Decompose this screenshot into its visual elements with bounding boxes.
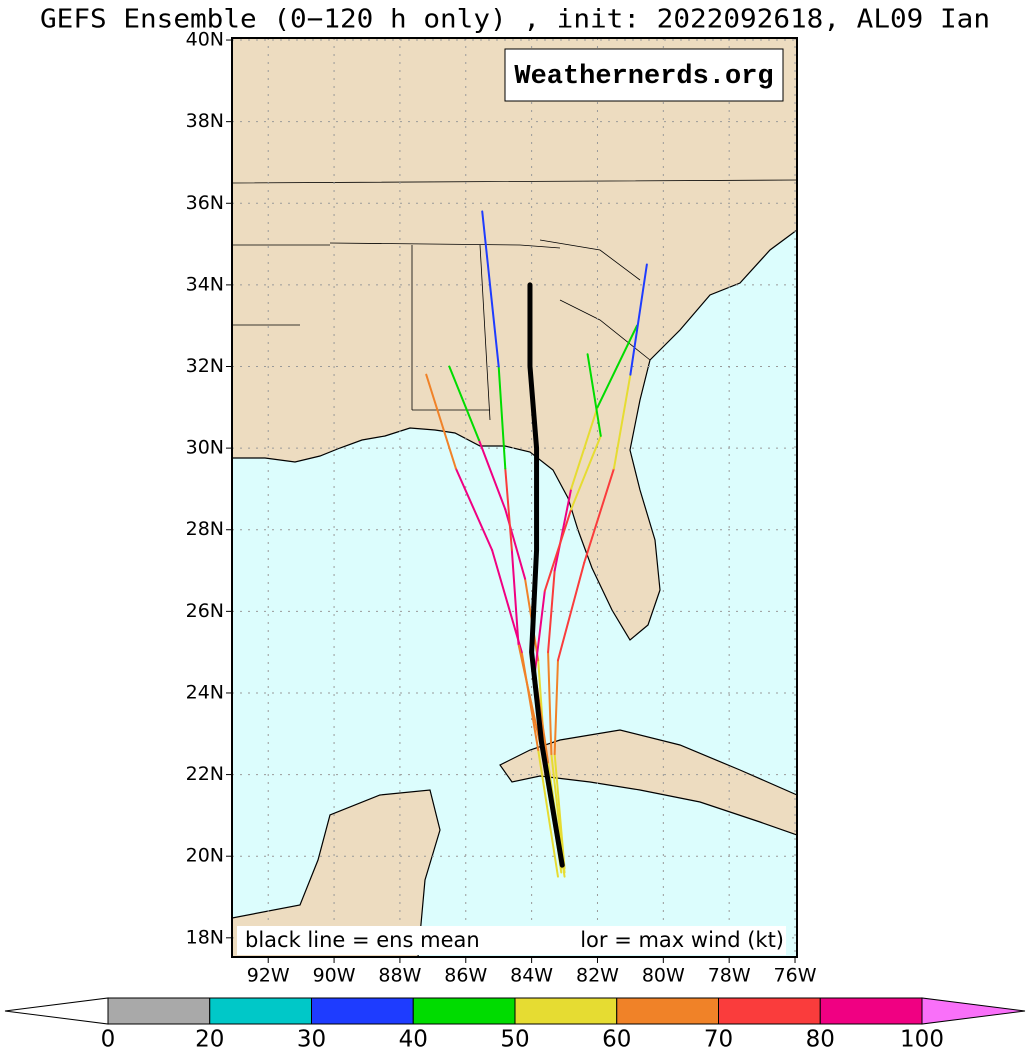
legend-text: lor = max wind (kt) [580,928,784,952]
x-tick-label: 78W [708,965,751,987]
y-tick-label: 26N [186,600,224,622]
colorbar-label: 50 [500,1027,529,1053]
watermark: Weathernerds.org [514,62,773,92]
y-tick-label: 24N [186,681,224,703]
x-tick-label: 88W [378,965,421,987]
member-track-segment [481,210,500,368]
colorbar-label: 70 [704,1027,733,1053]
member-track-segment [570,406,599,490]
member-track-segment [556,561,586,662]
y-tick-label: 36N [186,192,224,214]
member-track-segment [517,643,543,752]
colorbar-label: 30 [297,1027,326,1053]
yucatan-land [232,789,441,957]
member-track-segment [629,263,648,376]
colorbar-box [209,997,312,1025]
member-track-segment [547,569,556,654]
colorbar-box [311,997,414,1025]
member-track-segment [553,487,573,572]
member-track-segment [553,753,566,870]
colorbar-label: 0 [101,1027,116,1053]
tracks-layer [425,210,648,878]
colorbar-under [4,997,109,1025]
x-tick-label: 80W [642,965,685,987]
watermark-box [504,48,784,102]
y-tick-label: 32N [186,355,224,377]
member-track-segment [543,508,573,592]
colorbar-label: 100 [900,1027,944,1053]
y-tick-label: 34N [186,273,224,295]
member-track-segment [491,549,523,654]
member-track-segment [510,549,520,646]
us-land [232,38,797,641]
map-frame [231,37,798,958]
colorbar-label: 80 [806,1027,835,1053]
y-tick-label: 40N [186,29,224,51]
legend-text: black line = ens mean [245,928,480,952]
x-tick-label: 76W [774,965,817,987]
member-track-segment [553,659,559,756]
colorbar-box [616,997,719,1025]
x-tick-label: 86W [444,965,487,987]
map-base [232,38,797,957]
mean-track [527,282,565,868]
colorbar-box [819,997,923,1025]
member-track-segment [497,365,507,470]
y-tick-label: 38N [186,110,224,132]
legend-box [237,926,786,955]
state-borders [232,179,797,421]
colorbar-over [921,997,1026,1025]
colorbar-label: 20 [195,1027,224,1053]
title: GEFS Ensemble (0−120 h only) , init: 202… [40,5,990,35]
member-track-segment [537,749,559,878]
member-track-segment [612,373,632,470]
x-tick-label: 82W [576,965,619,987]
member-track-segment [533,589,546,674]
x-tick-label: 90W [313,965,356,987]
x-tick-label: 84W [510,965,553,987]
member-track-segment [448,365,480,441]
y-tick-label: 20N [186,845,224,867]
member-track-segment [504,467,513,552]
y-tick-label: 22N [186,763,224,785]
colorbar-box [718,997,821,1025]
y-tick-label: 18N [186,926,224,948]
member-track-segment [547,651,553,756]
y-tick-label: 28N [186,518,224,540]
member-track-segment [586,353,602,437]
colorbar-label: 60 [602,1027,631,1053]
member-track-segment [425,373,457,470]
x-tick-label: 92W [247,965,290,987]
y-tick-label: 30N [186,437,224,459]
member-track-segment [570,434,602,511]
colorbar-box [514,997,618,1025]
member-track-segment [454,467,494,552]
colorbar-label: 40 [399,1027,428,1053]
colorbar-box [412,997,516,1025]
colorbar-box [107,997,211,1025]
member-track-segment [596,324,638,409]
member-track-segment [583,467,615,564]
member-track-segment [477,438,507,511]
